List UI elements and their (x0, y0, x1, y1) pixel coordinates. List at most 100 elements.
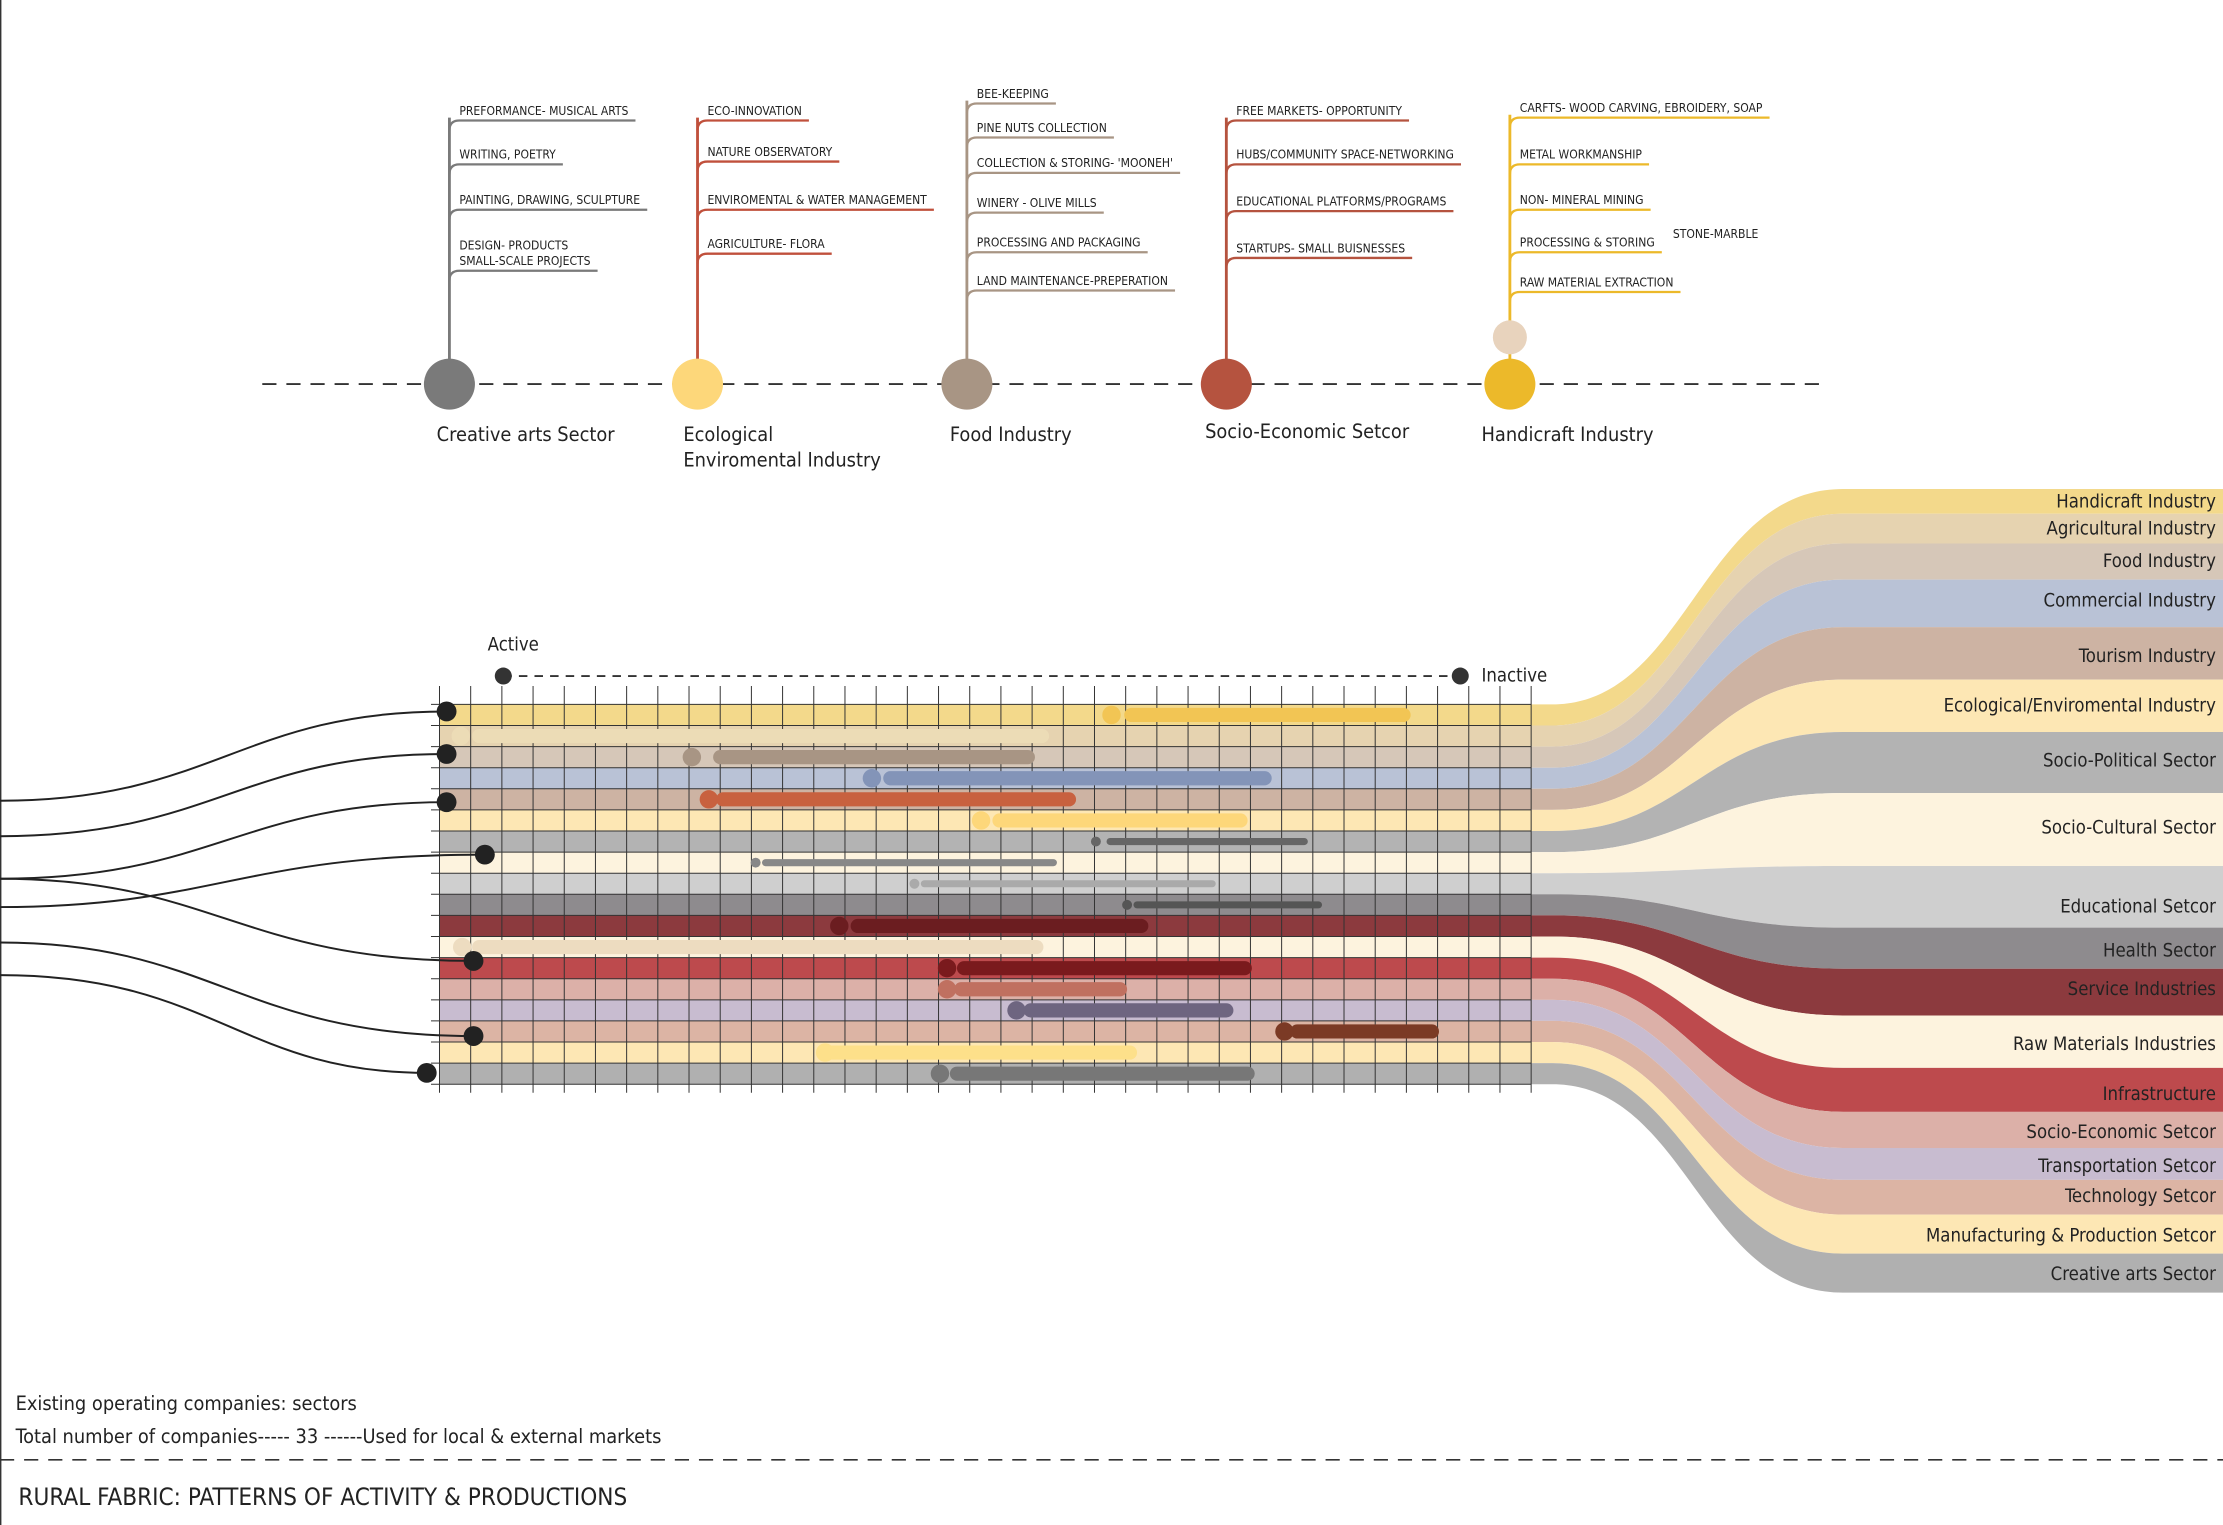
item-label: AGRICULTURE- FLORA (707, 237, 825, 251)
item-branch (448, 208, 648, 220)
item-label: STARTUPS- SMALL BUISNESSES (1236, 241, 1405, 255)
sector-name: Enviromental Industry (683, 448, 881, 471)
connector (0, 974, 427, 1074)
item-label: LAND MAINTENANCE-PREPERATION (977, 274, 1168, 288)
activity-dot (971, 811, 991, 830)
item-label: FREE MARKETS- OPPORTUNITY (1236, 104, 1402, 118)
item-branch (696, 119, 809, 131)
stream-flow (1531, 936, 2223, 1068)
item-label: WRITING, POETRY (459, 148, 556, 162)
footer-title: RURAL FABRIC: PATTERNS OF ACTIVITY & PRO… (18, 1483, 627, 1511)
row-band (439, 999, 1532, 1021)
stream-label: Commercial Industry (2044, 591, 2217, 612)
connector (0, 877, 474, 962)
activity-dot (1122, 899, 1133, 910)
item-branch (965, 251, 1148, 263)
stream-flow (1531, 978, 2223, 1149)
stream-flow (1531, 488, 2223, 726)
connector-dot (463, 950, 484, 971)
item-branch (696, 160, 840, 172)
stream-flow (1531, 894, 2223, 969)
stream-label: Infrastructure (2103, 1084, 2216, 1105)
item-label: ENVIROMENTAL & WATER MANAGEMENT (707, 193, 927, 207)
activity-dot (815, 1043, 835, 1062)
sub-node (1492, 320, 1527, 355)
item-label: PROCESSING AND PACKAGING (977, 236, 1141, 250)
item-branch (1508, 163, 1650, 175)
stream-label: Agricultural Industry (2047, 518, 2217, 539)
item-label: ECO-INNOVATION (707, 104, 801, 118)
item-branch (696, 252, 832, 264)
connector (0, 853, 485, 909)
item-label: PAINTING, DRAWING, SCULPTURE (459, 193, 640, 207)
stream-label: Socio-Economic Setcor (2026, 1122, 2216, 1143)
connector (0, 801, 447, 880)
sector-name: Ecological (683, 423, 773, 446)
stream-flow (1531, 543, 2223, 768)
row-band (439, 894, 1532, 916)
item-branch (1508, 290, 1681, 302)
connector-dot (436, 744, 457, 764)
item-branch (448, 269, 598, 281)
stream-label: Socio-Political Sector (2043, 751, 2216, 772)
inactive-label: Inactive (1482, 666, 1548, 687)
stream-label: Technology Setcor (2064, 1186, 2216, 1207)
sector-node (672, 358, 724, 410)
item-branch (965, 211, 1104, 223)
activity-dot (862, 769, 882, 788)
sector-node (423, 358, 475, 410)
item-label: HUBS/COMMUNITY SPACE-NETWORKING (1236, 148, 1454, 162)
item-branch (1508, 116, 1770, 128)
connector-dot (436, 792, 457, 813)
stream-label: Socio-Cultural Sector (2041, 817, 2216, 838)
stream-label: Food Industry (2103, 551, 2216, 572)
activity-dot (937, 958, 957, 978)
item-branch (1508, 208, 1651, 220)
stream-flow (1531, 627, 2223, 810)
stream-flow (1531, 1063, 2223, 1293)
inactive-dot (1451, 667, 1469, 685)
activity-dot (937, 980, 957, 999)
item-label: CARFTS- WOOD CARVING, EBROIDERY, SOAP (1520, 101, 1763, 115)
activity-dot (750, 857, 761, 868)
active-dot (494, 667, 512, 685)
stream-label: Manufacturing & Production Setcor (1926, 1226, 2216, 1247)
item-label: METAL WORKMANSHIP (1520, 148, 1643, 162)
sector-node (1484, 358, 1536, 410)
item-label: NATURE OBSERVATORY (707, 145, 832, 159)
connector (0, 941, 474, 1038)
sector-node (941, 358, 993, 410)
connector-dot (463, 1026, 484, 1046)
sector-name: Socio-Economic Setcor (1205, 420, 1410, 443)
activity-dot (1007, 1001, 1026, 1020)
item-branch (965, 102, 1056, 114)
stream-label: Transportation Setcor (2037, 1156, 2216, 1177)
item-branch (965, 289, 1176, 301)
stream-flow (1531, 1020, 2223, 1215)
stream-flow (1531, 792, 2223, 874)
item-label: NON- MINERAL MINING (1520, 193, 1644, 207)
item-branch (1225, 119, 1410, 131)
row-band (439, 1020, 1532, 1043)
stream-flow (1531, 1042, 2223, 1254)
item-branch (1508, 251, 1662, 263)
activity-dot (682, 747, 702, 767)
activity-dot (930, 1064, 950, 1083)
item-label: SMALL-SCALE PROJECTS (459, 254, 590, 268)
item-label: PREFORMANCE- MUSICAL ARTS (459, 104, 628, 118)
item-label: WINERY - OLIVE MILLS (977, 196, 1097, 210)
stream-flow (1531, 513, 2223, 747)
stream-label: Handicraft Industry (2056, 491, 2216, 512)
item-label: EDUCATIONAL PLATFORMS/PROGRAMS (1236, 195, 1446, 209)
item-branch (965, 136, 1114, 148)
item-branch (965, 171, 1181, 183)
item-branch (448, 163, 563, 175)
activity-dot (452, 937, 472, 957)
stream-label: Creative arts Sector (2051, 1264, 2216, 1285)
item-label: PINE NUTS COLLECTION (977, 121, 1107, 135)
stream-flow (1531, 957, 2223, 1112)
item-label: PROCESSING & STORING (1520, 236, 1655, 250)
sector-name: Handicraft Industry (1482, 423, 1654, 446)
activity-dot (830, 916, 849, 936)
